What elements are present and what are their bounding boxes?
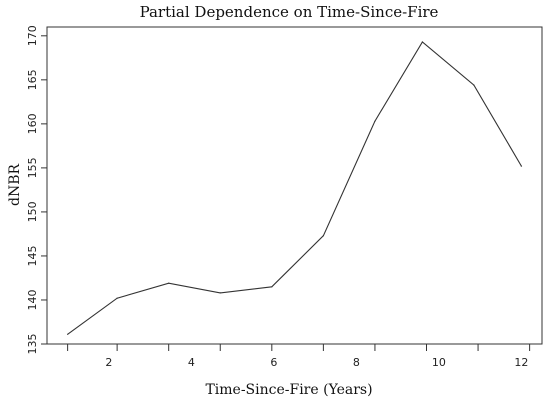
- data-point: [219, 292, 221, 294]
- data-point: [271, 286, 273, 288]
- x-axis-label: Time-Since-Fire (Years): [205, 382, 372, 398]
- series-layer: [67, 41, 523, 335]
- data-point: [520, 165, 523, 167]
- x-tick-label: 4: [188, 356, 195, 369]
- x-tick-label: 12: [514, 356, 528, 369]
- data-point: [116, 297, 118, 299]
- y-tick-label: 155: [26, 157, 39, 178]
- data-point: [473, 84, 475, 86]
- data-point: [67, 333, 69, 335]
- data-point: [168, 282, 170, 284]
- x-tick-label: 6: [270, 356, 277, 369]
- y-tick-label: 160: [26, 113, 39, 134]
- data-point: [421, 41, 423, 43]
- y-tick-label: 150: [26, 201, 39, 222]
- y-tick-label: 145: [26, 245, 39, 266]
- y-axis-label: dNBR: [7, 164, 23, 207]
- chart-title: Partial Dependence on Time-Since-Fire: [140, 3, 439, 21]
- y-tick-label: 135: [26, 334, 39, 355]
- series-line: [67, 41, 522, 335]
- y-tick-label: 170: [26, 25, 39, 46]
- data-point: [322, 235, 324, 237]
- x-tick-label: 10: [432, 356, 446, 369]
- y-tick-label: 140: [26, 289, 39, 310]
- data-point: [374, 120, 376, 122]
- x-tick-label: 2: [105, 356, 112, 369]
- x-axis: 2 4 6 8 10 12: [67, 344, 531, 369]
- y-tick-label: 165: [26, 69, 39, 90]
- x-tick-label: 8: [353, 356, 360, 369]
- plot-frame: [46, 26, 543, 345]
- y-axis: 135 140 145 150 155 160 165 170: [26, 25, 47, 355]
